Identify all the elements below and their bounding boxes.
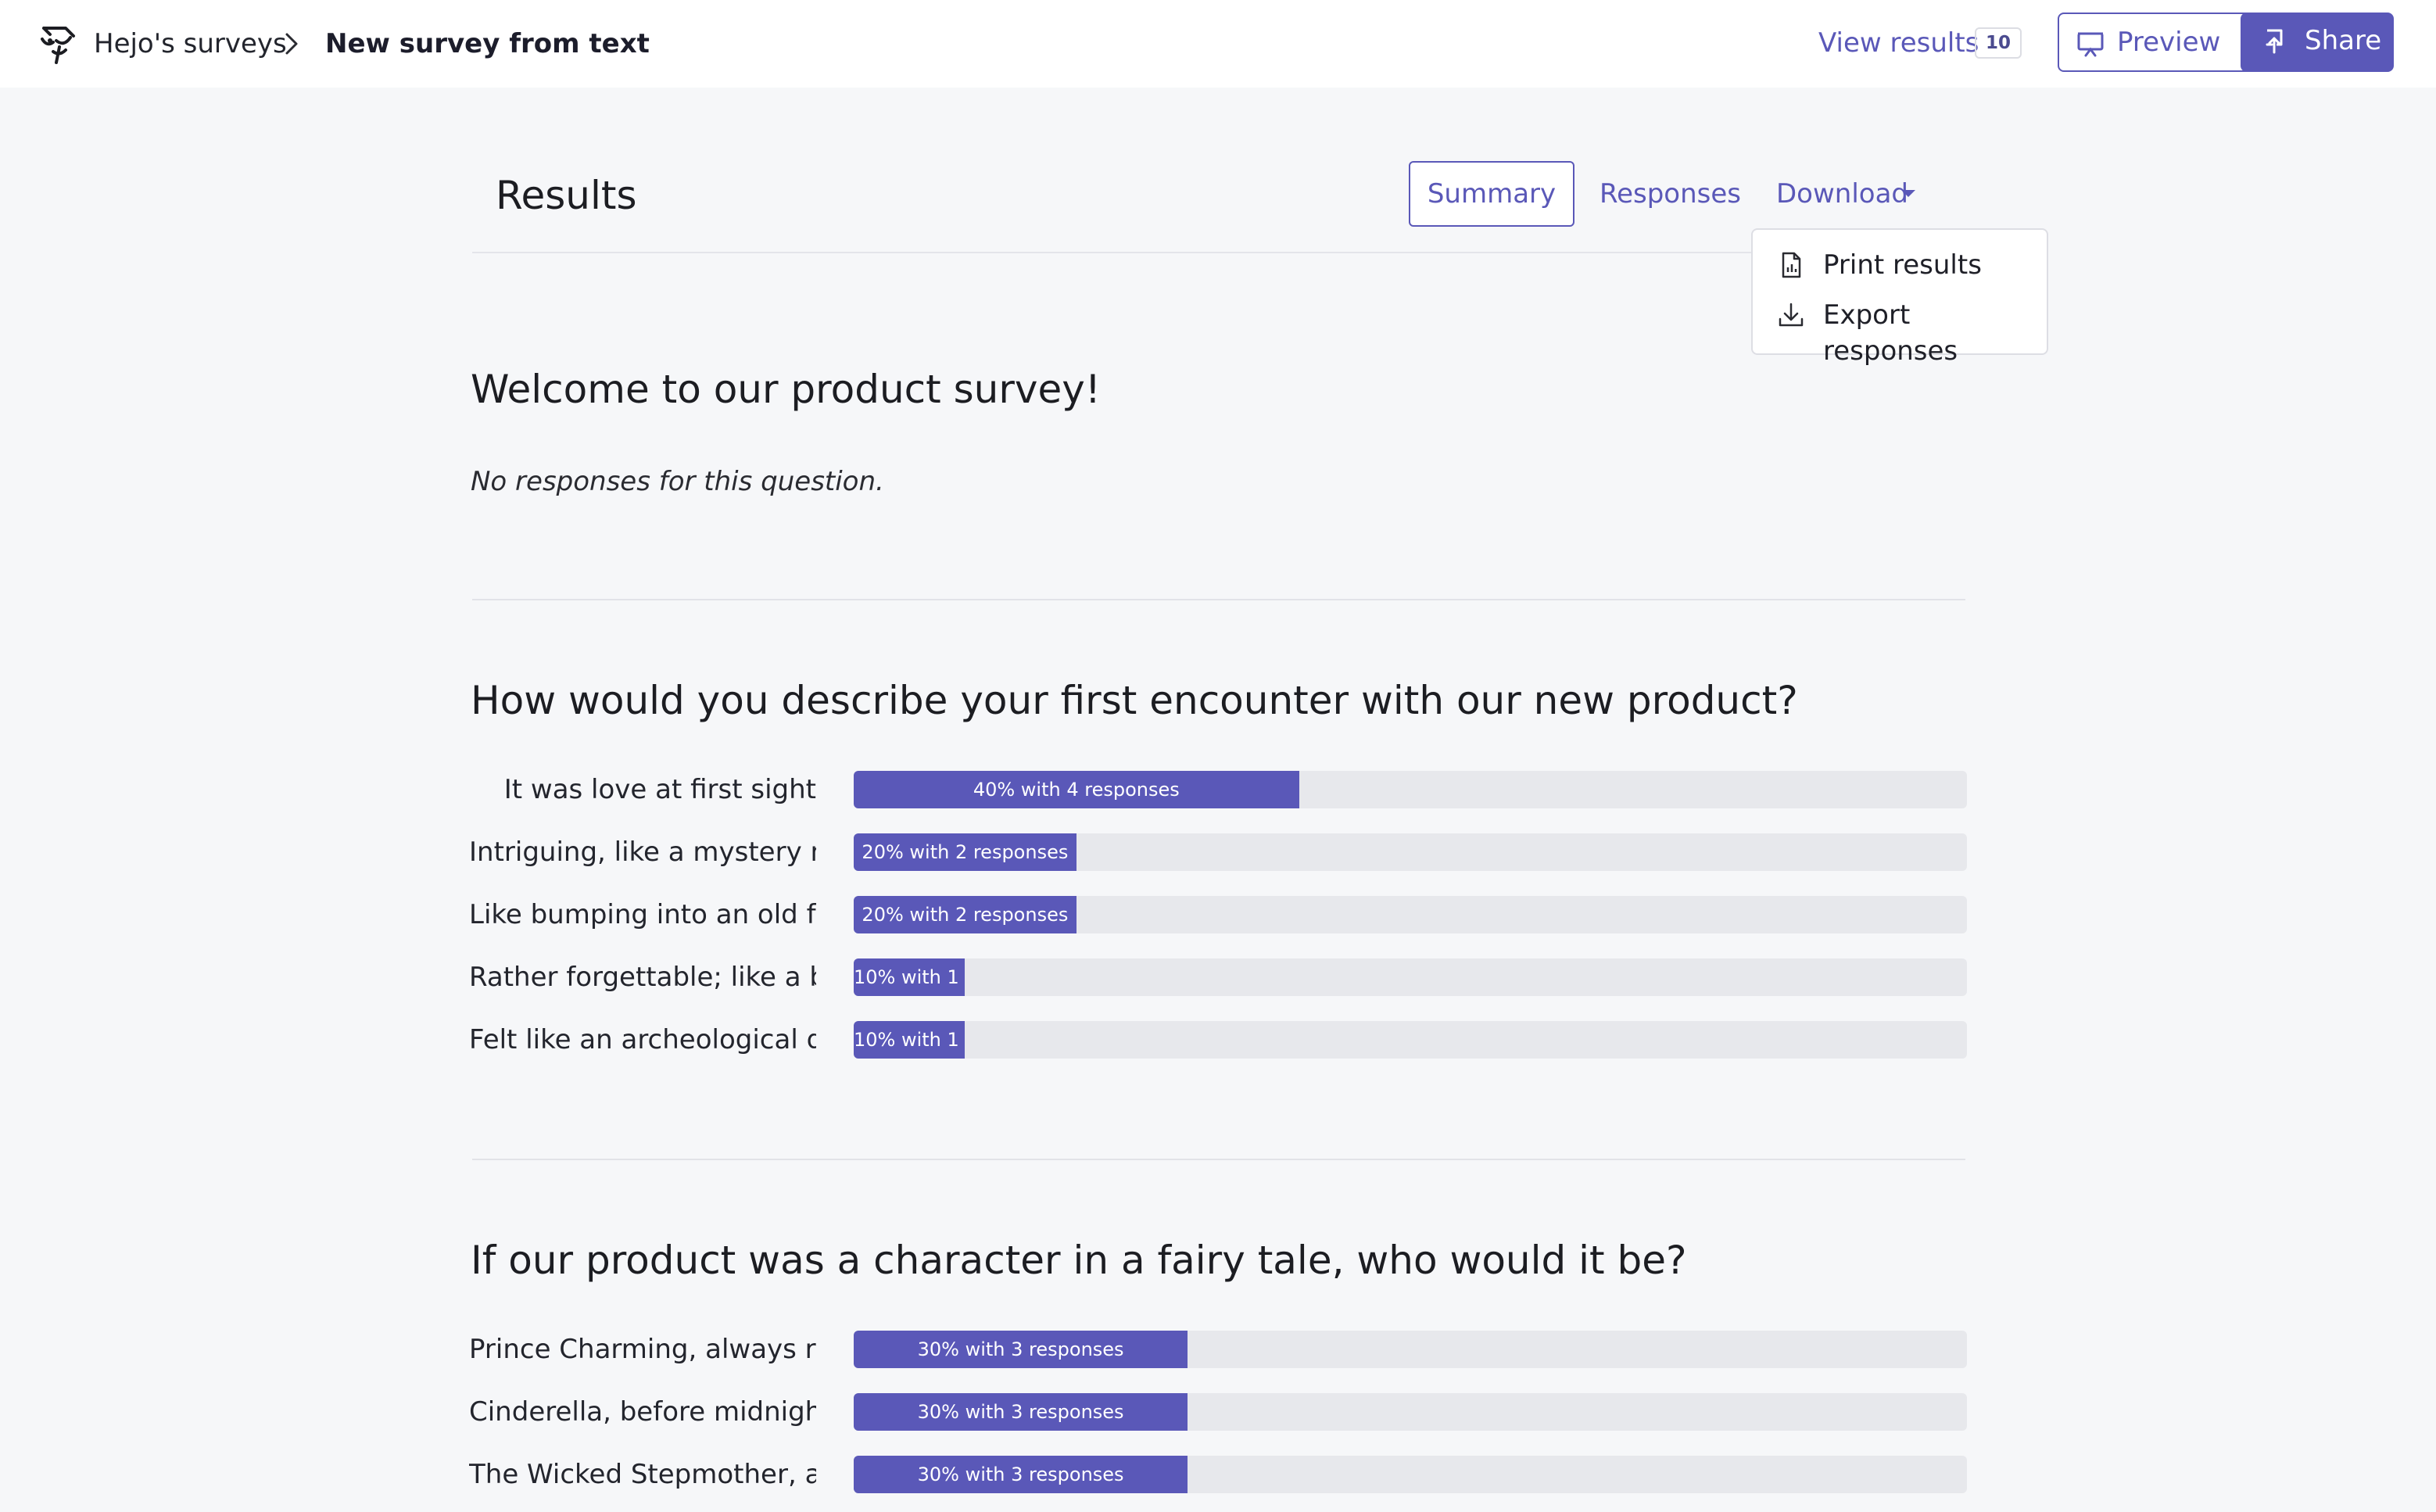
answer-bar-fill: 20% with 2 responses	[854, 896, 1076, 933]
question-title: If our product was a character in a fair…	[471, 1238, 1687, 1283]
answer-bar-text: 20% with 2 responses	[862, 841, 1069, 863]
answer-bar-text: 20% with 2 responses	[862, 904, 1069, 926]
answer-bar-track: 10% with 1 response	[854, 1021, 1967, 1059]
answer-label: Felt like an archeological dis...	[469, 1024, 816, 1055]
download-dropdown-menu: Print results Export responses	[1751, 228, 2048, 367]
answer-bar-fill: 40% with 4 responses	[854, 771, 1299, 808]
answer-bar-text: 30% with 3 responses	[917, 1338, 1124, 1360]
question-title: How would you describe your first encoun…	[471, 678, 1798, 723]
answer-bar-text: 10% with 1 response	[854, 1029, 965, 1051]
chart-document-icon	[1782, 252, 1801, 278]
tab-download[interactable]: Download	[1776, 178, 1909, 210]
preview-button[interactable]: Preview	[2058, 13, 2272, 72]
answer-bar-text: 10% with 1 response	[854, 966, 965, 988]
answer-bar-fill: 10% with 1 response	[854, 1021, 965, 1059]
print-results-label: Print results	[1823, 249, 1982, 281]
breadcrumb-current-survey: New survey from text	[325, 28, 650, 59]
caret-down-icon[interactable]	[1901, 190, 1915, 197]
no-responses-message: No responses for this question.	[471, 466, 884, 497]
top-navigation-bar: Hejo's surveys New survey from text View…	[0, 0, 2436, 88]
answer-bar-track: 30% with 3 responses	[854, 1456, 1967, 1493]
presentation-icon	[2077, 32, 2104, 57]
answer-bar-fill: 20% with 2 responses	[854, 833, 1076, 871]
download-icon	[1779, 303, 1804, 327]
answer-label: Cinderella, before midnight	[469, 1396, 816, 1428]
answer-bar-track: 40% with 4 responses	[854, 771, 1967, 808]
answer-row: Intriguing, like a mystery no... 20% wit…	[469, 833, 1967, 871]
answer-bar-fill: 10% with 1 response	[854, 958, 965, 996]
answer-bar-track: 30% with 3 responses	[854, 1331, 1967, 1368]
header-divider	[472, 252, 1965, 253]
answer-bar-track: 20% with 2 responses	[854, 896, 1967, 933]
share-upload-icon	[2266, 29, 2283, 54]
answer-row: Prince Charming, always reli... 30% with…	[469, 1331, 1967, 1368]
answer-bar-fill: 30% with 3 responses	[854, 1393, 1188, 1431]
answer-bar-text: 30% with 3 responses	[917, 1464, 1124, 1485]
answer-label: Rather forgettable; like a ba...	[469, 962, 816, 993]
chevron-right-icon	[285, 33, 298, 55]
results-count-badge: 10	[1975, 27, 2022, 59]
menu-item-export-responses[interactable]: Export responses	[1753, 291, 2047, 367]
answer-label: Like bumping into an old frie...	[469, 899, 816, 930]
view-results-link[interactable]: View results	[1818, 27, 1979, 59]
breadcrumb-surveys-link[interactable]: Hejo's surveys	[94, 28, 287, 59]
answer-bar-fill: 30% with 3 responses	[854, 1331, 1188, 1368]
answer-label: The Wicked Stepmother, a b...	[469, 1459, 816, 1490]
tab-summary[interactable]: Summary	[1409, 161, 1574, 227]
question-title: Welcome to our product survey!	[471, 367, 1101, 412]
results-heading: Results	[496, 173, 637, 218]
answer-bar-text: 40% with 4 responses	[973, 779, 1180, 801]
answer-label: Intriguing, like a mystery no...	[469, 837, 816, 868]
logo-icon[interactable]	[39, 23, 78, 67]
tab-responses[interactable]: Responses	[1600, 178, 1742, 210]
answer-label: It was love at first sight	[503, 774, 816, 805]
answer-label: Prince Charming, always reli...	[469, 1334, 816, 1365]
answer-bar-text: 30% with 3 responses	[917, 1401, 1124, 1423]
share-button[interactable]: Share	[2241, 13, 2394, 72]
answer-row: Felt like an archeological dis... 10% wi…	[469, 1021, 1967, 1059]
answer-bar-fill: 30% with 3 responses	[854, 1456, 1188, 1493]
share-label: Share	[2305, 25, 2382, 56]
answer-row: It was love at first sight 40% with 4 re…	[469, 771, 1967, 808]
answer-row: The Wicked Stepmother, a b... 30% with 3…	[469, 1456, 1967, 1493]
section-divider	[472, 1159, 1965, 1160]
export-responses-label: Export responses	[1823, 299, 1958, 367]
answer-row: Rather forgettable; like a ba... 10% wit…	[469, 958, 1967, 996]
answer-bar-track: 30% with 3 responses	[854, 1393, 1967, 1431]
preview-label: Preview	[2117, 27, 2221, 58]
section-divider	[472, 599, 1965, 600]
menu-item-print-results[interactable]: Print results	[1753, 241, 2047, 289]
answer-row: Like bumping into an old frie... 20% wit…	[469, 896, 1967, 933]
answer-bar-track: 20% with 2 responses	[854, 833, 1967, 871]
answer-bar-track: 10% with 1 response	[854, 958, 1967, 996]
answer-row: Cinderella, before midnight 30% with 3 r…	[469, 1393, 1967, 1431]
